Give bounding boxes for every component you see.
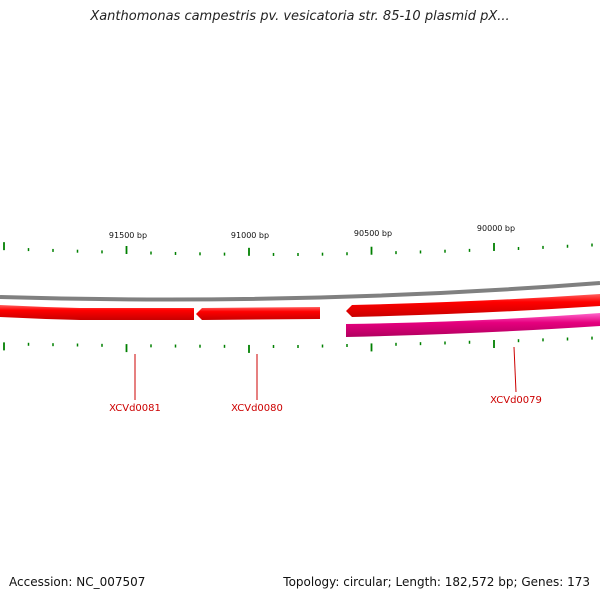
- gene-arrow-xcvd0079[interactable]: [346, 313, 600, 337]
- ruler-label-91500: 91500 bp: [109, 231, 147, 240]
- gene-label-xcvd0081[interactable]: XCVd0081: [109, 403, 161, 414]
- gene-label-xcvd0079[interactable]: XCVd0079: [490, 395, 542, 406]
- plasmid-backbone: [0, 281, 600, 302]
- gene-arrow-unlabeled[interactable]: [346, 294, 600, 317]
- inner-ruler-ticks: [3, 336, 593, 353]
- topology-stats-text: Topology: circular; Length: 182,572 bp; …: [283, 575, 590, 589]
- gene-arrow-xcvd0080[interactable]: [196, 307, 320, 320]
- gene-arrow-xcvd0081[interactable]: [0, 305, 194, 320]
- ruler-label-90500: 90500 bp: [354, 229, 392, 238]
- outer-ruler-ticks: [3, 242, 593, 256]
- gene-label-xcvd0080[interactable]: XCVd0080: [231, 403, 283, 414]
- accession-text: Accession: NC_007507: [9, 575, 146, 589]
- leader-xcvd0079: [513, 346, 517, 393]
- ruler-label-91000: 91000 bp: [231, 231, 269, 240]
- ruler-label-90000: 90000 bp: [477, 224, 515, 233]
- map-title: Xanthomonas campestris pv. vesicatoria s…: [90, 9, 510, 24]
